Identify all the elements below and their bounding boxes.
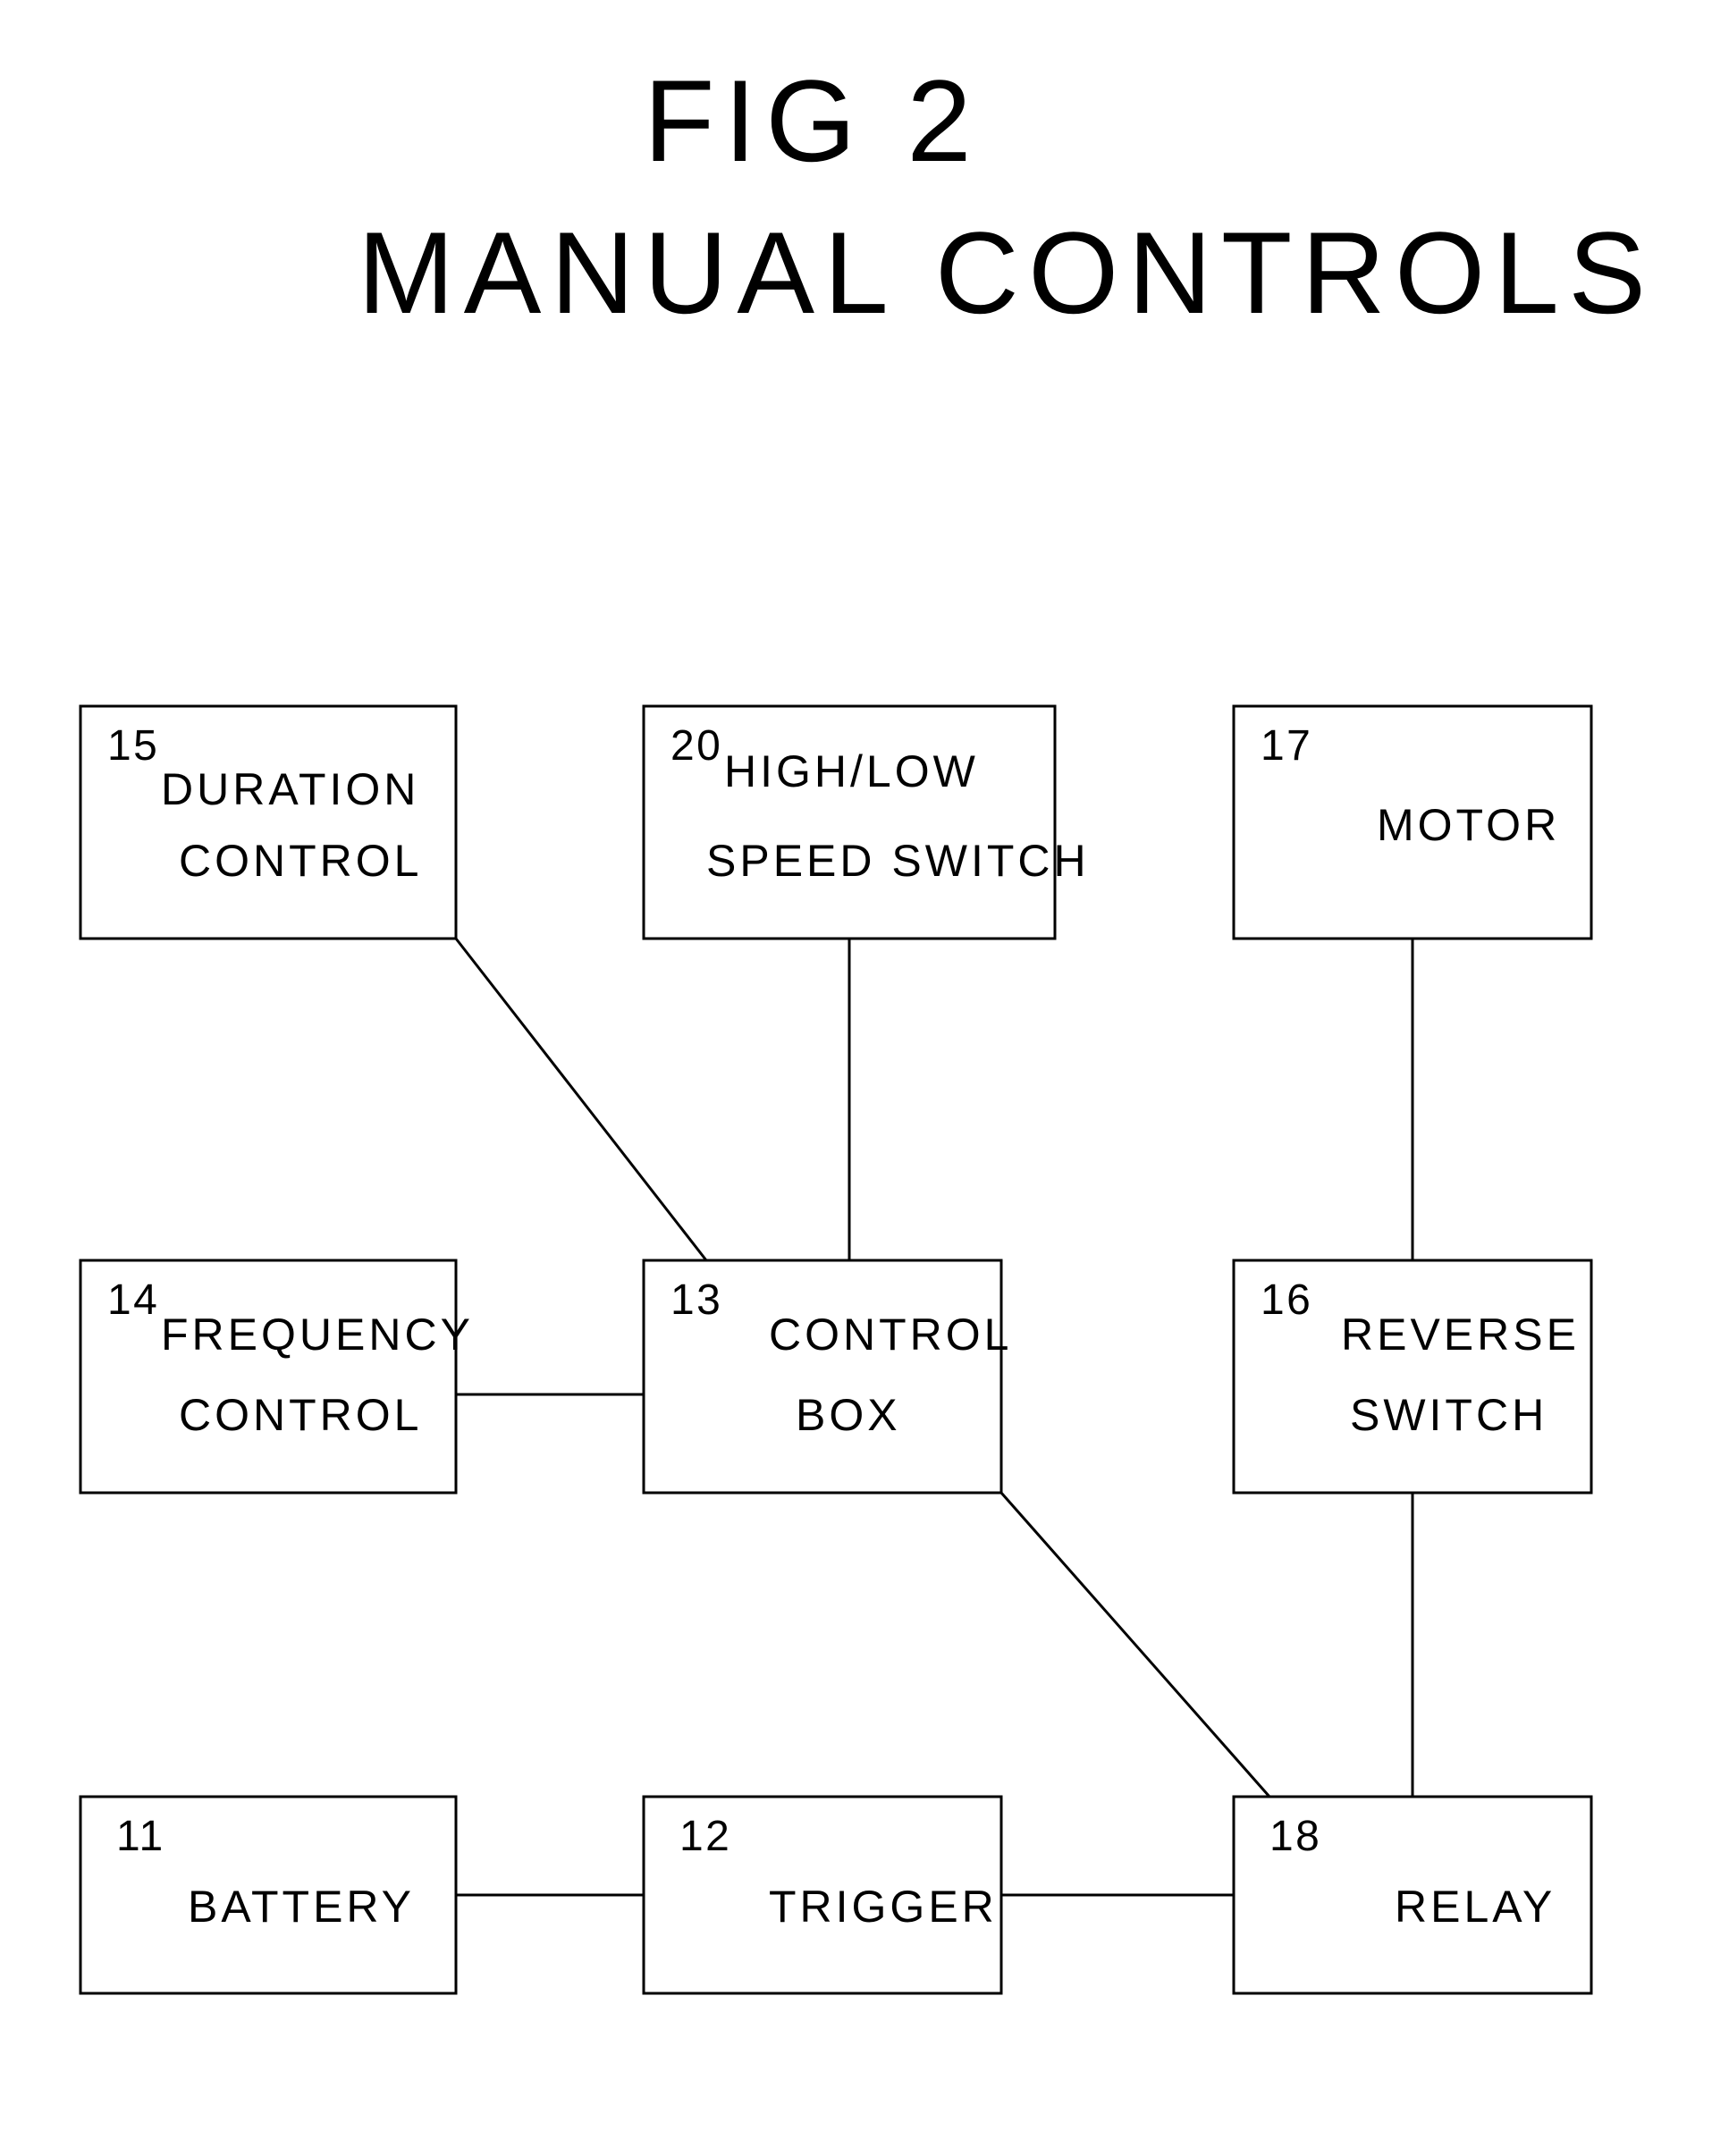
box-label2-frequency_control: CONTROL — [179, 1390, 422, 1440]
box-trigger: 12 TRIGGER — [644, 1797, 1001, 1993]
box-id-trigger: 12 — [679, 1813, 731, 1860]
box-reverse_switch: 16 REVERSE SWITCH — [1234, 1260, 1591, 1493]
box-motor: 17 MOTOR — [1234, 706, 1591, 939]
box-label1-frequency_control: FREQUENCY — [161, 1310, 474, 1360]
box-duration_control: 15DURATION CONTROL — [80, 706, 456, 939]
box-battery: 11 BATTERY — [80, 1797, 456, 1993]
box-label2-duration_control: CONTROL — [179, 836, 422, 886]
box-label1-control_box: CONTROL — [769, 1310, 1012, 1360]
box-speed_switch: 20HIGH/LOW SPEED SWITCH — [644, 706, 1090, 939]
box-label1-speed_switch: HIGH/LOW — [724, 746, 979, 796]
box-id-relay: 18 — [1269, 1813, 1321, 1860]
box-control_box: 13 CONTROL BOX — [644, 1260, 1012, 1493]
box-label1-relay: RELAY — [1395, 1882, 1556, 1932]
boxes-group: 15DURATION CONTROL 20HIGH/LOW SPEED SWITCH 1… — [80, 706, 1591, 1993]
box-label1-trigger: TRIGGER — [769, 1882, 998, 1932]
connector-control_box-relay — [1001, 1493, 1269, 1797]
box-relay: 18 RELAY — [1234, 1797, 1591, 1993]
connector-duration_control-control_box — [456, 939, 706, 1260]
box-label2-speed_switch: SPEED SWITCH — [706, 836, 1090, 886]
box-id-frequency_control: 14 — [107, 1276, 159, 1324]
box-label1-reverse_switch: REVERSE — [1341, 1310, 1580, 1360]
box-label2-control_box: BOX — [796, 1390, 901, 1440]
box-label1-duration_control: DURATION — [161, 764, 419, 814]
box-label2-reverse_switch: SWITCH — [1350, 1390, 1548, 1440]
box-id-duration_control: 15 — [107, 722, 159, 770]
box-id-control_box: 13 — [670, 1276, 722, 1324]
box-id-reverse_switch: 16 — [1261, 1276, 1312, 1324]
box-id-battery: 11 — [116, 1813, 165, 1860]
box-id-speed_switch: 20 — [670, 722, 722, 770]
block-diagram: 15DURATION CONTROL 20HIGH/LOW SPEED SWITCH 1… — [0, 0, 1712, 2156]
box-frequency_control: 14FREQUENCY CONTROL — [80, 1260, 474, 1493]
box-id-motor: 17 — [1261, 722, 1312, 770]
box-label1-motor: MOTOR — [1377, 800, 1560, 850]
box-label1-battery: BATTERY — [188, 1882, 415, 1932]
